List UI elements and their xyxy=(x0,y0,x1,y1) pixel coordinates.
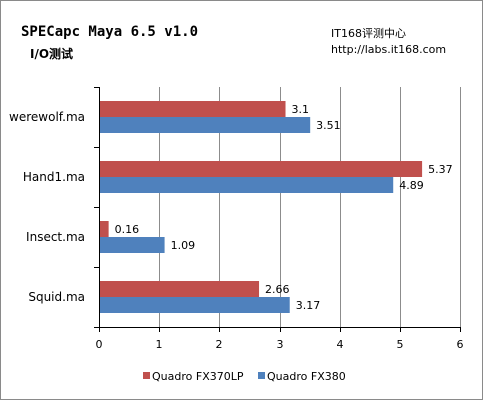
data-label: 4.89 xyxy=(399,179,424,192)
labels: 0 1 2 3 4 5 6 werewolf.ma 3.1 3.51 Hand1.ma 5.37 4.8… xyxy=(9,103,463,351)
bar xyxy=(100,297,290,313)
data-label: 0.16 xyxy=(115,223,140,236)
bar xyxy=(100,101,286,117)
legend-label: Quadro FX380 xyxy=(267,370,346,383)
brand-name: IT168评测中心 xyxy=(331,27,406,40)
data-label: 5.37 xyxy=(428,163,453,176)
legend-label: Quadro FX370LP xyxy=(152,370,244,383)
bar xyxy=(100,161,423,177)
brand-url: http://labs.it168.com xyxy=(331,43,447,56)
bar xyxy=(100,117,311,133)
x-tick-label: 5 xyxy=(397,338,404,351)
category-label: werewolf.ma xyxy=(9,110,85,124)
data-label: 3.51 xyxy=(316,119,341,132)
bar xyxy=(100,281,260,297)
legend-swatch xyxy=(258,372,265,379)
bar xyxy=(100,177,394,193)
x-tick-label: 0 xyxy=(96,338,103,351)
chart-subtitle: I/O测试 xyxy=(30,47,74,61)
data-label: 2.66 xyxy=(265,283,290,296)
legend-swatch xyxy=(143,372,150,379)
data-label: 3.17 xyxy=(296,299,321,312)
x-tick-label: 6 xyxy=(457,338,464,351)
data-label: 3.1 xyxy=(292,103,310,116)
legend: Quadro FX370LP Quadro FX380 xyxy=(143,370,346,383)
bar xyxy=(100,221,109,237)
x-tick-label: 4 xyxy=(337,338,344,351)
bar xyxy=(100,237,165,253)
x-tick-label: 2 xyxy=(216,338,223,351)
data-label: 1.09 xyxy=(171,239,196,252)
category-label: Insect.ma xyxy=(26,230,85,244)
axes xyxy=(94,87,461,332)
bars xyxy=(100,101,423,313)
category-label: Hand1.ma xyxy=(23,170,85,184)
chart-title: SPECapc Maya 6.5 v1.0 xyxy=(21,24,199,40)
category-label: Squid.ma xyxy=(28,290,85,304)
x-tick-label: 3 xyxy=(277,338,284,351)
x-tick-label: 1 xyxy=(156,338,163,351)
